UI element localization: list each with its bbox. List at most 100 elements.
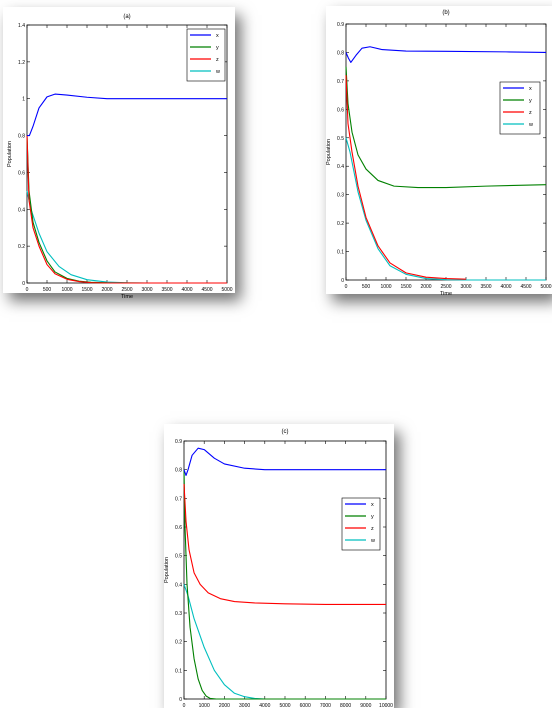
legend-label-y: y (371, 514, 374, 520)
x-tick-label: 4500 (520, 284, 531, 290)
series-line-x (183, 447, 386, 476)
y-axis-label: Population (326, 139, 332, 165)
x-tick-label: 10000 (379, 703, 393, 708)
y-tick-label: 0.8 (18, 134, 25, 140)
legend-label-w: w (370, 538, 375, 544)
y-tick-label: 0.7 (337, 79, 344, 85)
legend-label-y: y (216, 45, 219, 51)
x-tick-label: 0 (345, 284, 348, 290)
y-tick-label: 1.2 (18, 60, 25, 66)
legend-box (186, 28, 226, 82)
chart-panel-a: (a) 0 500 1000 1500 2000 2500 3000 3500 4000 4500 5… (3, 7, 235, 300)
series-line-z (183, 483, 386, 605)
x-tick-label: 1000 (61, 287, 72, 293)
series-line-w (26, 190, 227, 284)
x-tick-label: 3000 (141, 287, 152, 293)
series-line-w (345, 137, 546, 281)
x-tick-label: 3500 (480, 284, 491, 290)
x-tick-label: 7000 (320, 703, 331, 708)
y-tick-label: 0.2 (18, 244, 25, 250)
y-tick-label: 0.6 (175, 525, 182, 531)
x-tick-label: 9000 (360, 703, 371, 708)
chart-title: (a) (123, 14, 130, 20)
chart-panel-b: (b) 0 500 1000 1500 2000 2500 3000 3500 4000 4500 5… (326, 6, 552, 297)
chart-panel-c: (c) 0 1000 2000 3000 4000 5000 6000 7000 8000 9000… (164, 424, 394, 708)
y-tick-label: 0.2 (337, 221, 344, 227)
chart-title: (b) (442, 10, 449, 16)
x-tick-label: 5000 (221, 287, 232, 293)
y-tick-label: 0.4 (337, 164, 344, 170)
series-line-z (26, 135, 227, 284)
y-tick-label: 0.5 (337, 136, 344, 142)
x-tick-label: 2000 (101, 287, 112, 293)
legend-label-z: z (216, 57, 219, 63)
legend-label-z: z (371, 526, 374, 532)
x-axis-label: Time (440, 291, 452, 297)
y-tick-label: 0.3 (337, 193, 344, 199)
series-line-y (345, 66, 547, 189)
legend-label-z: z (529, 110, 532, 116)
y-tick-label: 0.8 (337, 50, 344, 56)
legend-label-y: y (529, 98, 532, 104)
series-line-z (345, 75, 467, 280)
x-tick-label: 1000 (199, 703, 210, 708)
x-tick-label: 2000 (219, 703, 230, 708)
x-tick-label: 5000 (540, 284, 551, 290)
x-tick-label: 4000 (259, 703, 270, 708)
y-tick-label: 0.2 (175, 640, 182, 646)
y-tick-label: 0.9 (175, 439, 182, 445)
legend-box (499, 81, 541, 135)
x-tick-label: 8000 (340, 703, 351, 708)
y-tick-label: 0 (179, 697, 182, 703)
legend-label-w: w (215, 69, 220, 75)
series-line-y (183, 469, 386, 700)
x-tick-label: 500 (43, 287, 52, 293)
y-tick-label: 0.5 (175, 554, 182, 560)
chart-b: (b) 0 500 1000 1500 2000 2500 3000 3500 4000 4500 5… (326, 10, 552, 297)
plot-frame (183, 440, 387, 700)
x-tick-label: 4500 (201, 287, 212, 293)
x-tick-label: 3000 (460, 284, 471, 290)
series-line-x (27, 93, 227, 137)
chart-a: (a) 0 500 1000 1500 2000 2500 3000 3500 4000 4500 5… (7, 14, 233, 300)
y-tick-label: 0.6 (18, 170, 25, 176)
y-tick-label: 0.7 (175, 496, 182, 502)
y-tick-label: 1.4 (18, 23, 25, 29)
y-tick-label: 0.4 (18, 207, 25, 213)
legend-box (341, 497, 381, 551)
legend-label-x: x (216, 33, 219, 39)
y-tick-label: 0.3 (175, 611, 182, 617)
x-tick-label: 1500 (400, 284, 411, 290)
y-tick-label: 0.4 (175, 582, 182, 588)
x-tick-label: 500 (362, 284, 371, 290)
legend-label-x: x (529, 86, 532, 92)
x-tick-label: 4000 (181, 287, 192, 293)
series-line-y (26, 135, 227, 284)
x-tick-label: 5000 (279, 703, 290, 708)
legend-label-w: w (528, 122, 533, 128)
y-tick-label: 0.9 (337, 22, 344, 28)
series-line-x (345, 46, 547, 63)
chart-title: (c) (282, 429, 289, 435)
y-tick-label: 0.6 (337, 107, 344, 113)
x-tick-label: 2500 (121, 287, 132, 293)
x-tick-label: 1500 (81, 287, 92, 293)
y-tick-label: 0 (22, 281, 25, 287)
y-tick-label: 0.1 (175, 668, 182, 674)
chart-c: (c) 0 1000 2000 3000 4000 5000 6000 7000 8000 9000… (164, 429, 393, 708)
y-tick-label: 0.8 (175, 468, 182, 474)
x-tick-label: 3000 (239, 703, 250, 708)
x-tick-label: 1000 (380, 284, 391, 290)
series-line-w (183, 584, 386, 700)
y-tick-label: 1 (22, 97, 25, 103)
y-tick-label: 0 (341, 278, 344, 284)
x-tick-label: 0 (183, 703, 186, 708)
x-tick-label: 4000 (500, 284, 511, 290)
x-tick-label: 0 (26, 287, 29, 293)
x-axis-label: Time (121, 294, 133, 300)
x-tick-label: 2000 (420, 284, 431, 290)
y-axis-label: Population (7, 141, 13, 167)
x-tick-label: 6000 (300, 703, 311, 708)
y-axis-label: Population (164, 557, 170, 583)
x-tick-label: 2500 (440, 284, 451, 290)
